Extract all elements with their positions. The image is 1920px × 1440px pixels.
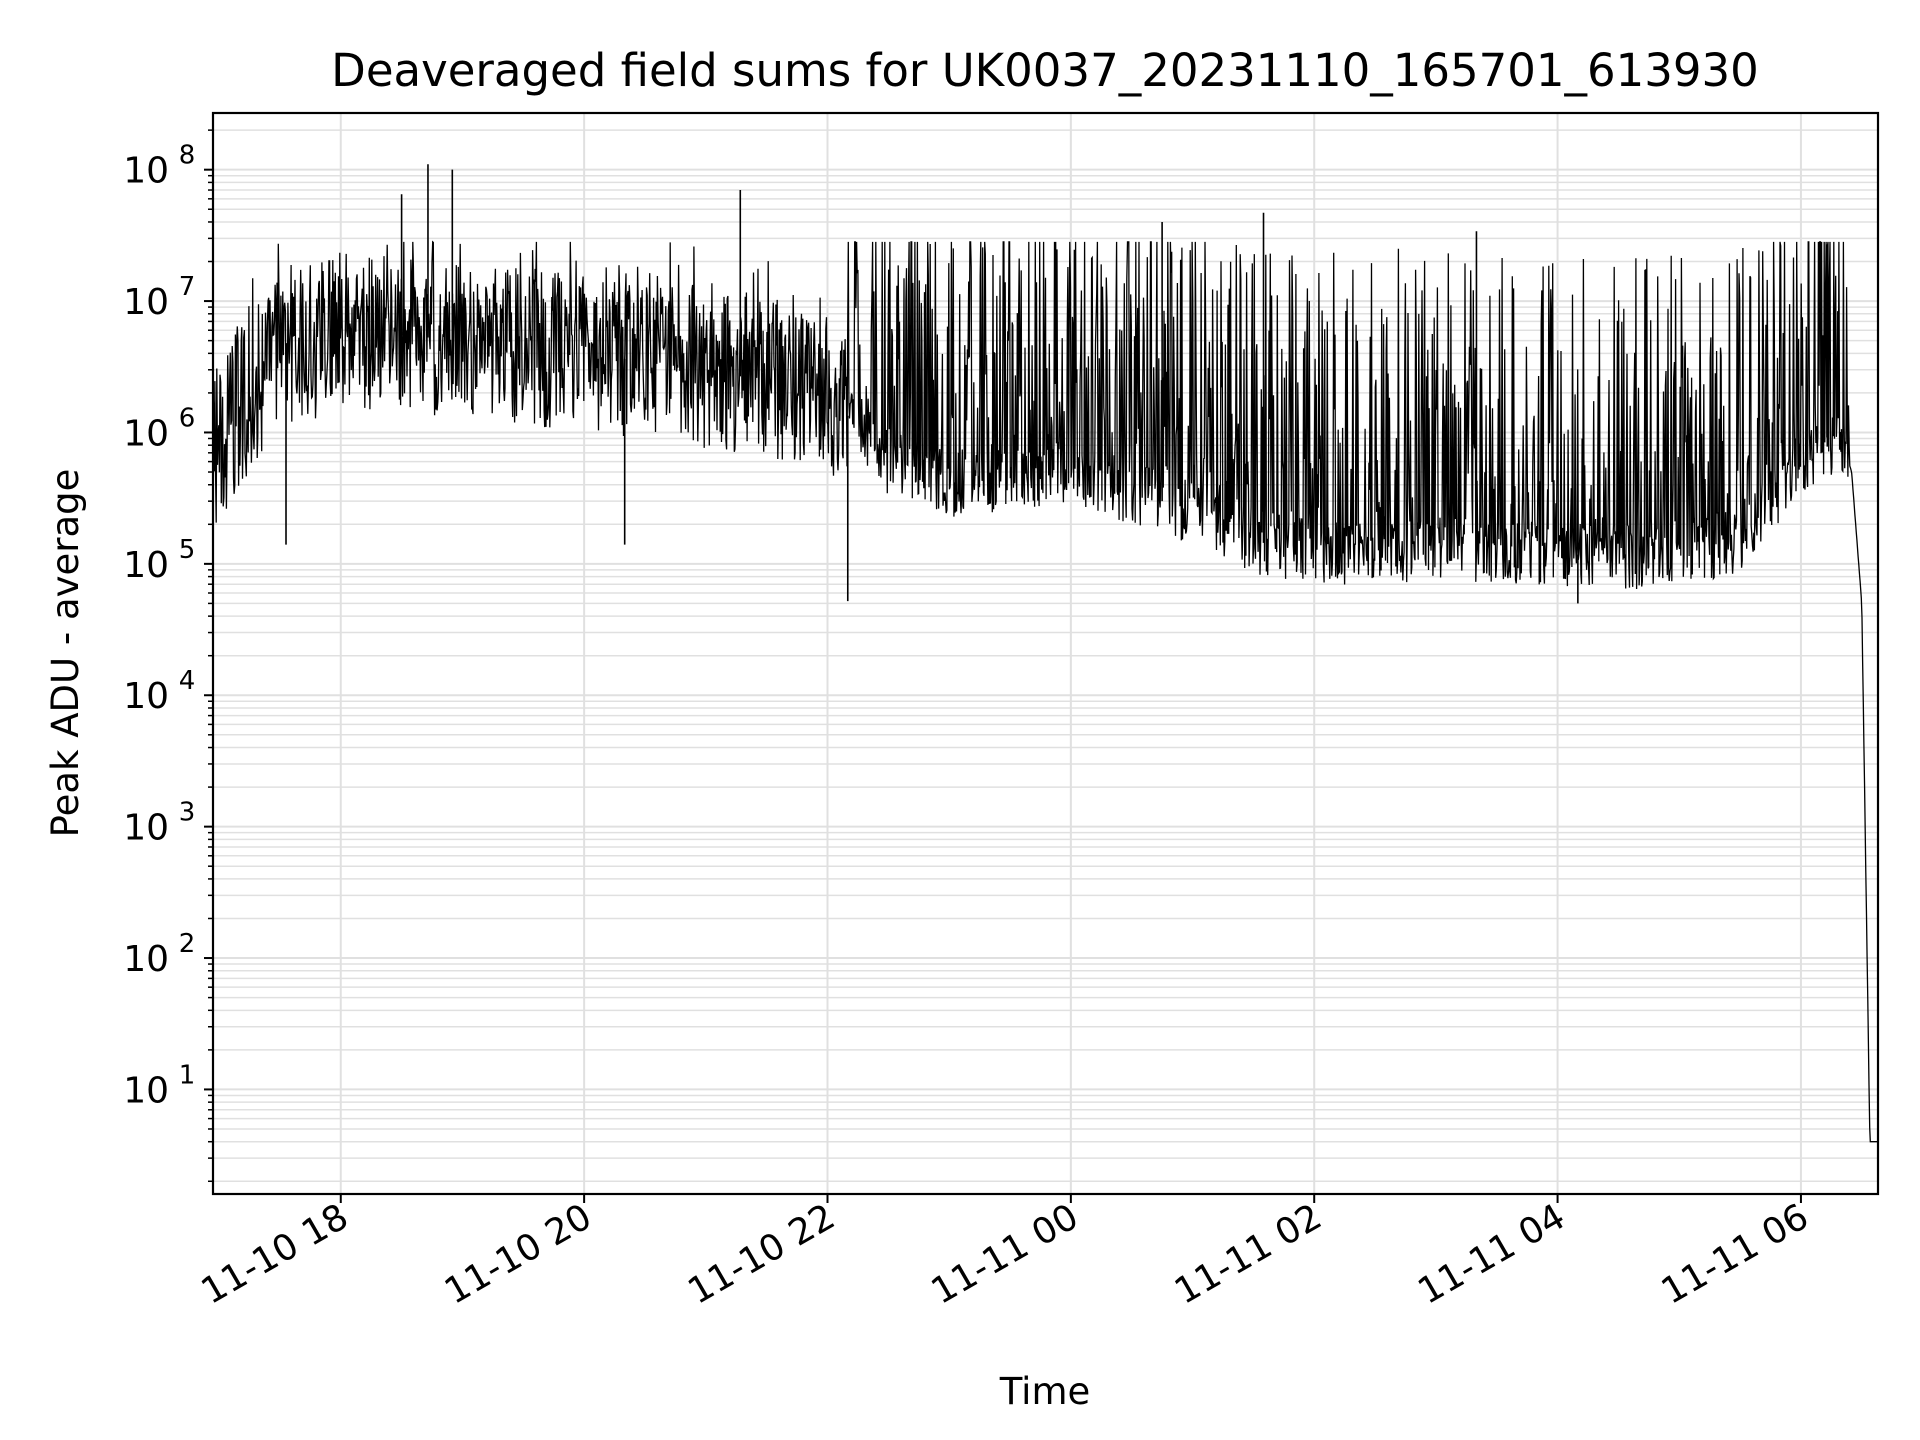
y-tick-label: 10	[123, 151, 169, 192]
x-tick-label: 11-10 20	[438, 1196, 599, 1312]
x-tick-label: 11-11 04	[1411, 1196, 1572, 1312]
x-tick-label: 11-10 22	[681, 1196, 842, 1312]
y-tick-label: 10	[123, 939, 169, 980]
series-trace	[212, 240, 1878, 1143]
x-axis: 11-10 18 11-10 20 11-10 22 11-11 00 11-11 02…	[195, 1194, 1816, 1313]
x-tick-label: 11-11 06	[1655, 1196, 1816, 1312]
y-tick-label: 10	[123, 282, 169, 323]
y-tick-exponent: 3	[179, 798, 196, 828]
y-tick-exponent: 4	[179, 666, 196, 696]
minor-gridlines	[213, 129, 1878, 1183]
y-tick-exponent: 7	[179, 272, 196, 302]
x-tick-label: 11-10 18	[195, 1196, 356, 1312]
series-line	[212, 164, 1878, 1143]
plot-frame	[211, 111, 1880, 1196]
y-tick-label: 10	[123, 1070, 169, 1111]
y-tick-exponent: 6	[179, 403, 196, 433]
y-tick-label: 10	[123, 676, 169, 717]
x-tick-label: 11-11 02	[1168, 1196, 1329, 1312]
y-axis: 10 1 10 2 10 3 10 4 10 5 10 6 10 7 10 8	[123, 129, 213, 1183]
major-gridlines	[213, 113, 1878, 1194]
y-tick-exponent: 8	[179, 141, 196, 171]
x-axis-label: Time	[999, 1370, 1091, 1413]
y-tick-label: 10	[123, 413, 169, 454]
y-tick-exponent: 2	[179, 929, 196, 959]
x-tick-label: 11-11 00	[925, 1196, 1086, 1312]
y-tick-label: 10	[123, 545, 169, 586]
y-tick-exponent: 5	[179, 535, 196, 565]
y-tick-label: 10	[123, 808, 169, 849]
y-axis-label: Peak ADU - average	[44, 469, 87, 838]
chart-title: Deaveraged field sums for UK0037_2023111…	[331, 44, 1759, 97]
y-tick-exponent: 1	[179, 1060, 196, 1090]
